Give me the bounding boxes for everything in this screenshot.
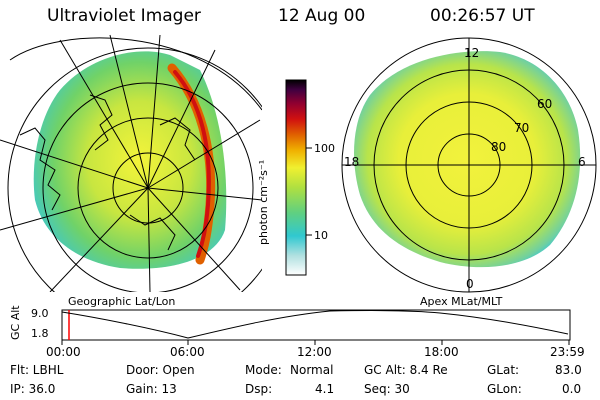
door-status: Door: Open xyxy=(126,363,195,377)
colorbar xyxy=(285,79,312,276)
glat-value: 83.0 xyxy=(555,363,582,377)
time-tick-1200: 12:00 xyxy=(297,345,332,359)
altitude-tick-1-8: 1.8 xyxy=(31,327,49,340)
mlt-label-12: 12 xyxy=(464,46,480,60)
time-label: 00:26:57 UT xyxy=(430,6,535,26)
gc-alt-status: GC Alt: 8.4 Re xyxy=(364,363,448,377)
aurora-image-right xyxy=(354,51,581,268)
mode-label: Mode: xyxy=(245,363,282,377)
glon-value: 0.0 xyxy=(562,382,582,396)
altitude-axis-label: GC Alt xyxy=(9,305,22,340)
mlat-label-80: 80 xyxy=(491,140,507,154)
time-tick-0600: 06:00 xyxy=(170,345,205,359)
altitude-tick-9: 9.0 xyxy=(31,307,49,320)
instrument-title: Ultraviolet Imager xyxy=(47,6,201,26)
mlt-label-0: 0 xyxy=(466,277,474,291)
ip-status: IP: 36.0 xyxy=(10,382,56,396)
mlt-label-18: 18 xyxy=(344,155,360,169)
dsp-label: Dsp: xyxy=(245,382,273,396)
seq-status: Seq: 30 xyxy=(364,382,410,396)
magnetic-polar-plot xyxy=(341,37,597,293)
glon-label: GLon: xyxy=(487,382,522,396)
colorbar-tick-10: 10 xyxy=(314,229,328,242)
left-panel-caption: Geographic Lat/Lon xyxy=(68,295,176,308)
time-tick-0000: 00:00 xyxy=(46,345,81,359)
glat-label: GLat: xyxy=(487,363,520,377)
colorbar-unit-label: photon cm⁻²s⁻¹ xyxy=(257,159,270,245)
time-tick-2359: 23:59 xyxy=(550,345,585,359)
time-tick-1800: 18:00 xyxy=(424,345,459,359)
colorbar-tick-100: 100 xyxy=(314,142,335,155)
orbit-altitude-curve xyxy=(61,310,569,339)
geographic-map xyxy=(0,34,262,292)
mode-value: Normal xyxy=(290,363,334,377)
mlat-label-60: 60 xyxy=(537,97,553,111)
mlt-label-6: 6 xyxy=(578,155,586,169)
dsp-value: 4.1 xyxy=(315,382,335,396)
altitude-plot xyxy=(61,309,571,345)
gain-status: Gain: 13 xyxy=(126,382,177,396)
right-panel-caption: Apex MLat/MLT xyxy=(420,295,503,308)
aurora-image-left xyxy=(33,51,227,269)
date-label: 12 Aug 00 xyxy=(278,6,366,26)
mlat-label-70: 70 xyxy=(514,121,530,135)
filter-status: Flt: LBHL xyxy=(10,363,64,377)
